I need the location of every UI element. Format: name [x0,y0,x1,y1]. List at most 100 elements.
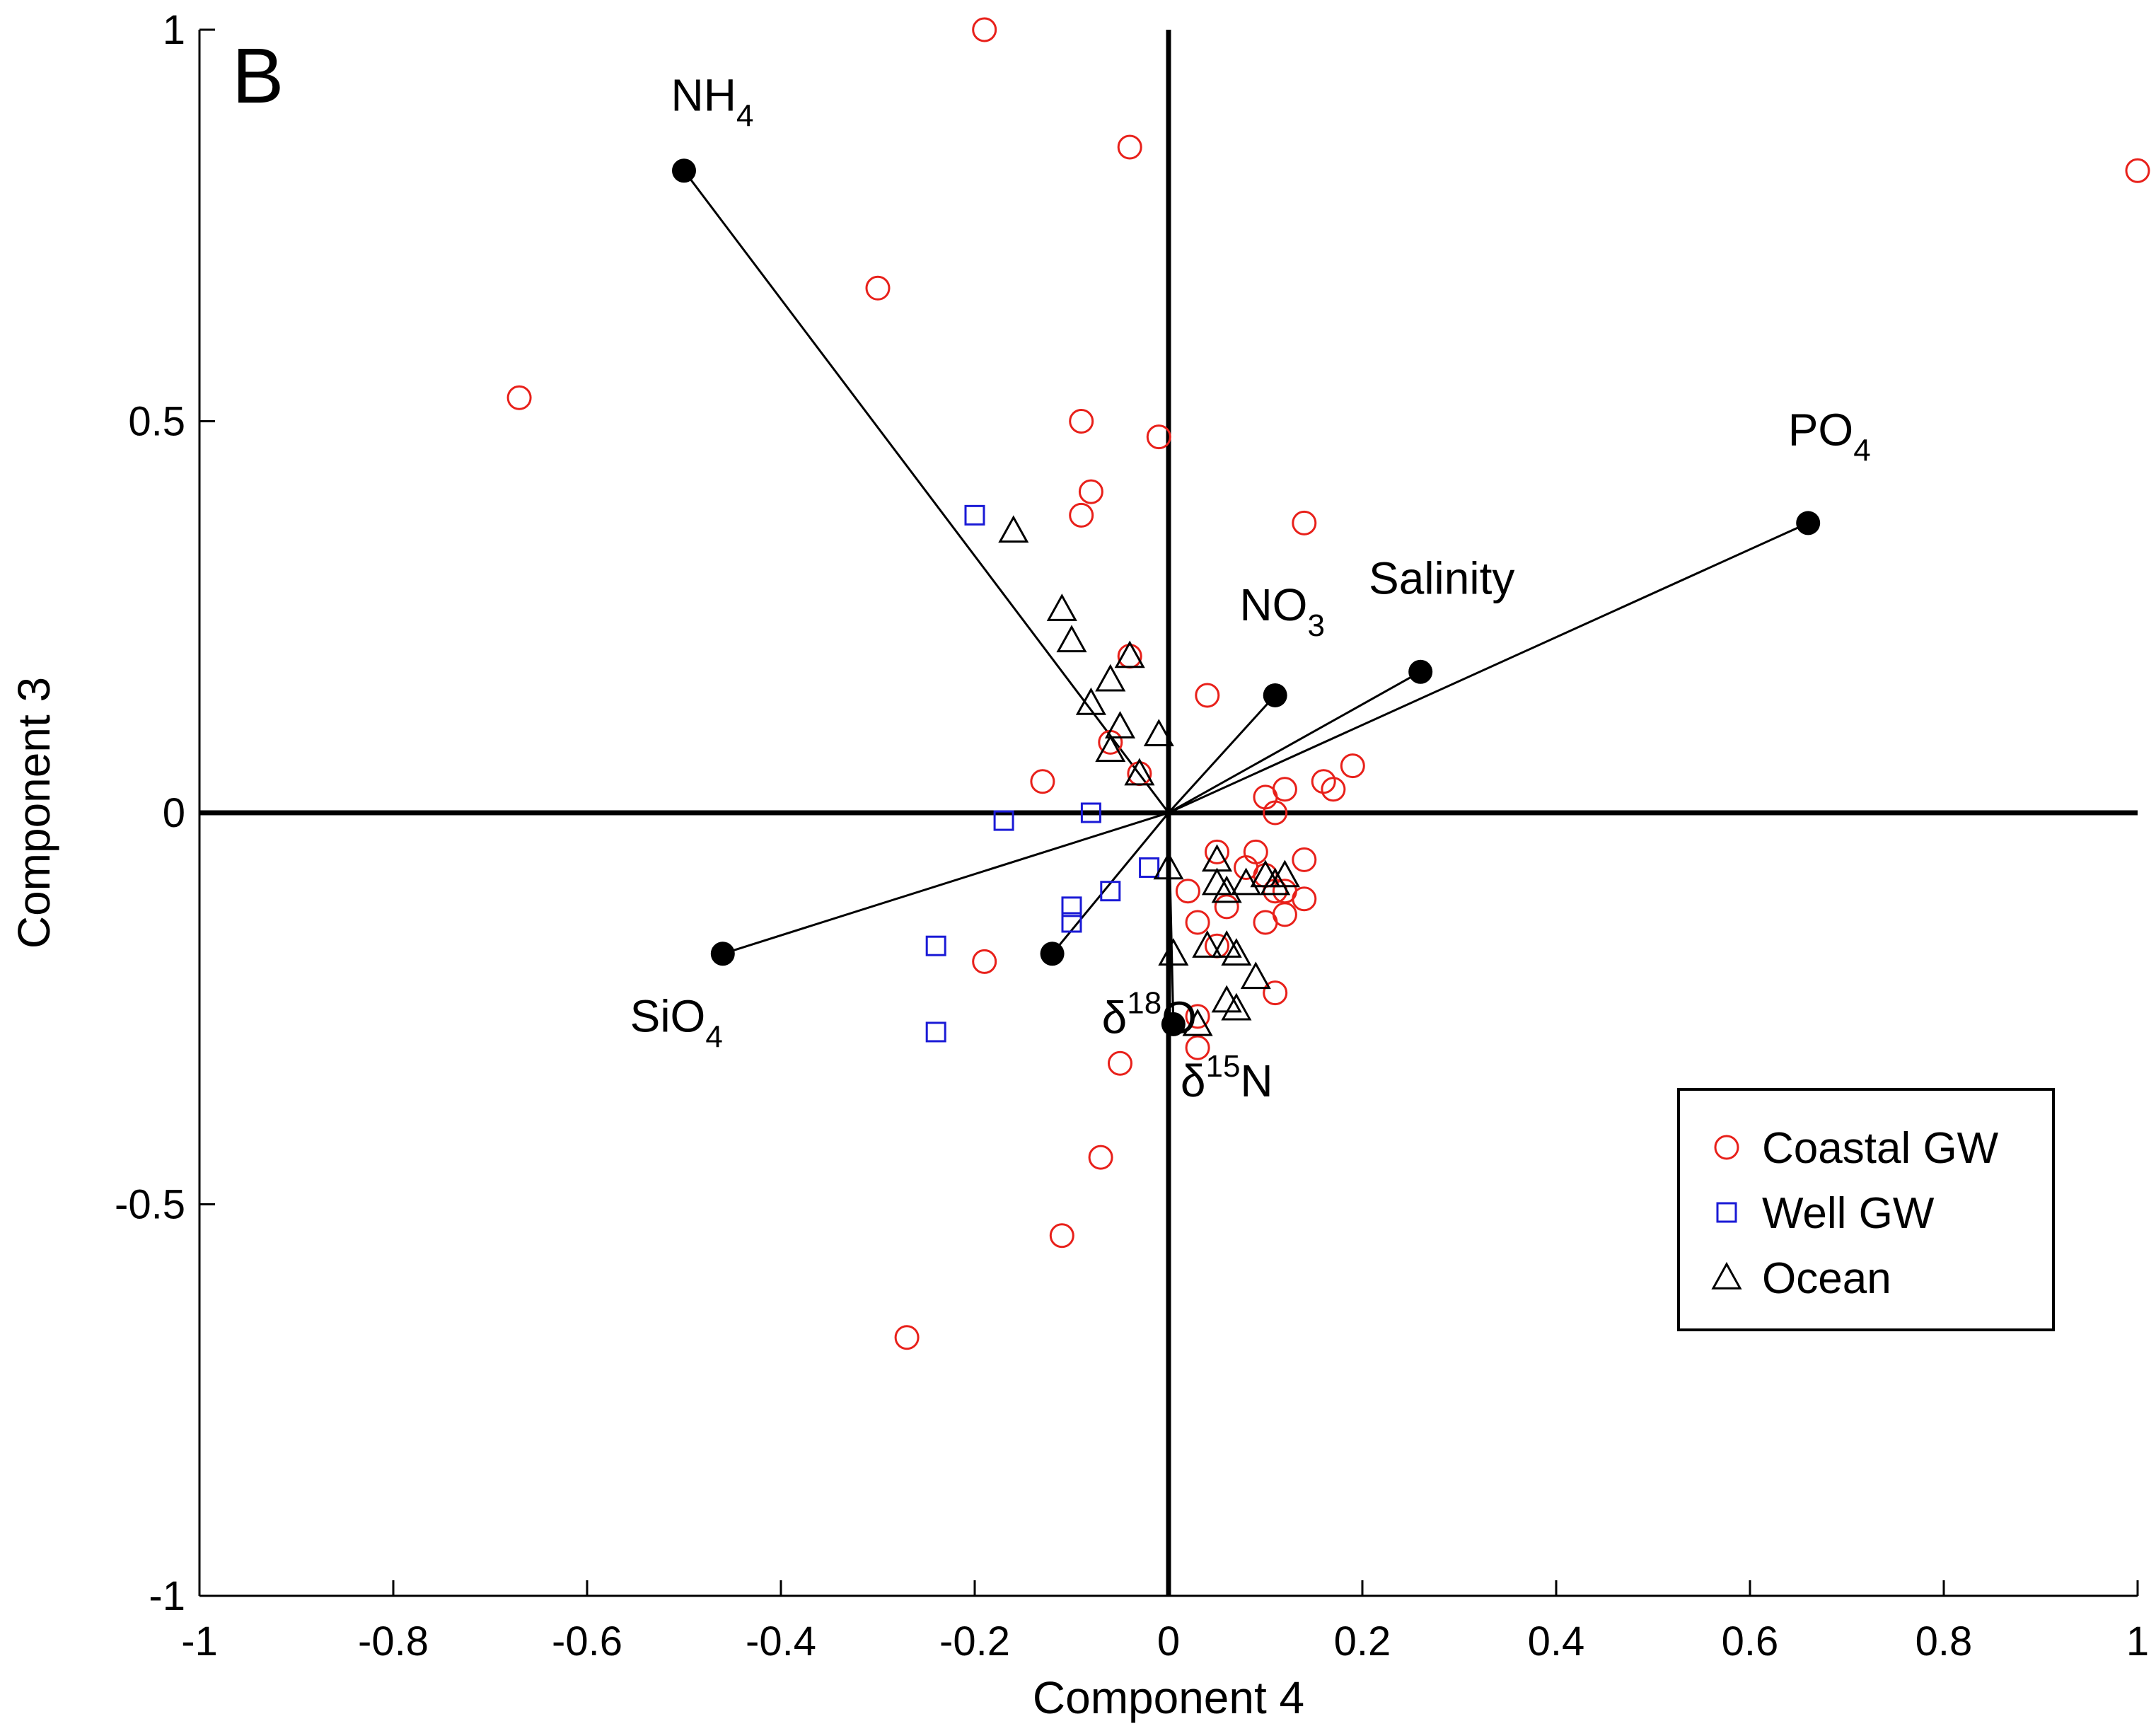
legend-label: Coastal GW [1762,1124,1999,1173]
legend-marker-well-gw [1716,1202,1737,1223]
data-point [1205,933,1229,958]
x-tick-label: -1 [181,1618,218,1664]
data-point [1260,867,1291,896]
data-point [1056,625,1087,653]
x-axis-label: Component 4 [1033,1672,1304,1723]
data-point [894,1325,920,1350]
data-point [1205,839,1229,864]
data-point [1263,980,1288,1006]
data-point [1139,857,1160,878]
y-axis-label: Component 3 [8,677,59,949]
data-point [1114,640,1145,668]
data-point [865,275,891,301]
data-point [1075,687,1106,715]
y-tick-label: 1 [163,7,185,53]
panel-label: B [232,33,284,120]
data-point [1253,910,1278,935]
loading-point-NH4 [672,158,696,183]
legend-marker-ocean [1711,1261,1742,1290]
data-point [1201,867,1233,896]
data-point [1078,479,1103,504]
x-tick-label: -0.6 [552,1618,622,1664]
x-tick-label: 0.4 [1528,1618,1585,1664]
loading-vectors [672,158,1821,1036]
data-point [1269,859,1300,888]
data-point [1240,961,1271,990]
loading-label-δ18O: δ18O [1102,985,1197,1043]
legend: Coastal GW Well GW Ocean [1677,1088,2055,1331]
x-tick-label: 0.2 [1334,1618,1391,1664]
data-point [1253,784,1278,810]
data-point [993,810,1014,831]
data-point [1292,886,1317,912]
data-point [1175,879,1200,904]
series-ocean [998,515,1300,1036]
loading-point-Salinity [1408,659,1433,684]
data-point [1192,930,1223,958]
data-point [1069,502,1094,528]
data-point [506,385,532,410]
loading-vector-δ15N [1167,812,1175,1024]
data-point [1104,711,1136,739]
loading-point-δ15N [1161,1012,1186,1036]
data-point [1292,510,1317,535]
data-point [1185,1035,1210,1060]
loading-vector-NH4 [683,170,1170,813]
data-point [1095,734,1126,763]
x-tick-label: 0 [1157,1618,1180,1664]
data-point [1124,758,1155,786]
x-tick-label: -0.8 [358,1618,429,1664]
data-point [925,935,946,956]
data-point [1095,664,1126,692]
data-point [998,515,1029,543]
y-tick-label: 0.5 [128,399,185,445]
data-point [1340,753,1365,779]
loading-label-SiO4: SiO4 [630,990,723,1054]
data-point [972,17,997,42]
loading-labels: NH4 PO4 Salinity NO3 SiO4 δ18O δ15N [630,69,1871,1106]
data-point [1100,881,1121,902]
data-point [1182,1008,1213,1036]
y-tick-label: 0 [163,790,185,836]
legend-label: Ocean [1762,1254,1891,1303]
y-tick-label: -0.5 [115,1182,185,1228]
y-tick-label: -1 [149,1573,185,1619]
loading-point-PO4 [1796,511,1821,535]
data-point [1088,1145,1113,1170]
data-point [1321,777,1346,802]
loading-vector-PO4 [1168,522,1809,814]
loading-label-NO3: NO3 [1239,579,1324,643]
data-point [1221,938,1252,966]
loading-label-Salinity: Salinity [1369,553,1514,604]
data-point [1061,912,1082,933]
data-point [1146,424,1171,450]
scatter-points [506,17,2150,1350]
y-ticks: -1 -0.5 0 0.5 1 [115,7,215,1619]
x-tick-label: 0.6 [1722,1618,1779,1664]
x-tick-label: -0.4 [746,1618,816,1664]
data-point [1185,1004,1210,1029]
data-point [1243,839,1268,864]
data-point [1311,769,1336,794]
data-point [1061,896,1082,917]
data-point [1143,719,1174,746]
legend-box [1677,1088,2055,1331]
data-point [1195,683,1220,708]
data-point [925,1021,946,1043]
data-point [1153,852,1184,880]
data-point [1211,875,1242,903]
loading-label-NH4: NH4 [671,69,754,133]
data-point [1263,800,1288,826]
data-point [1231,867,1262,896]
x-tick-label: 0.8 [1916,1618,1973,1664]
data-point [1049,1223,1074,1249]
loading-point-δ18O [1040,942,1065,966]
data-point [1211,985,1242,1013]
series-well-gw [925,504,1160,1043]
data-point [1292,847,1317,872]
data-point [972,949,997,974]
loading-point-NO3 [1263,683,1287,707]
x-tick-label: -0.2 [939,1618,1010,1664]
legend-label: Well GW [1762,1189,1935,1238]
